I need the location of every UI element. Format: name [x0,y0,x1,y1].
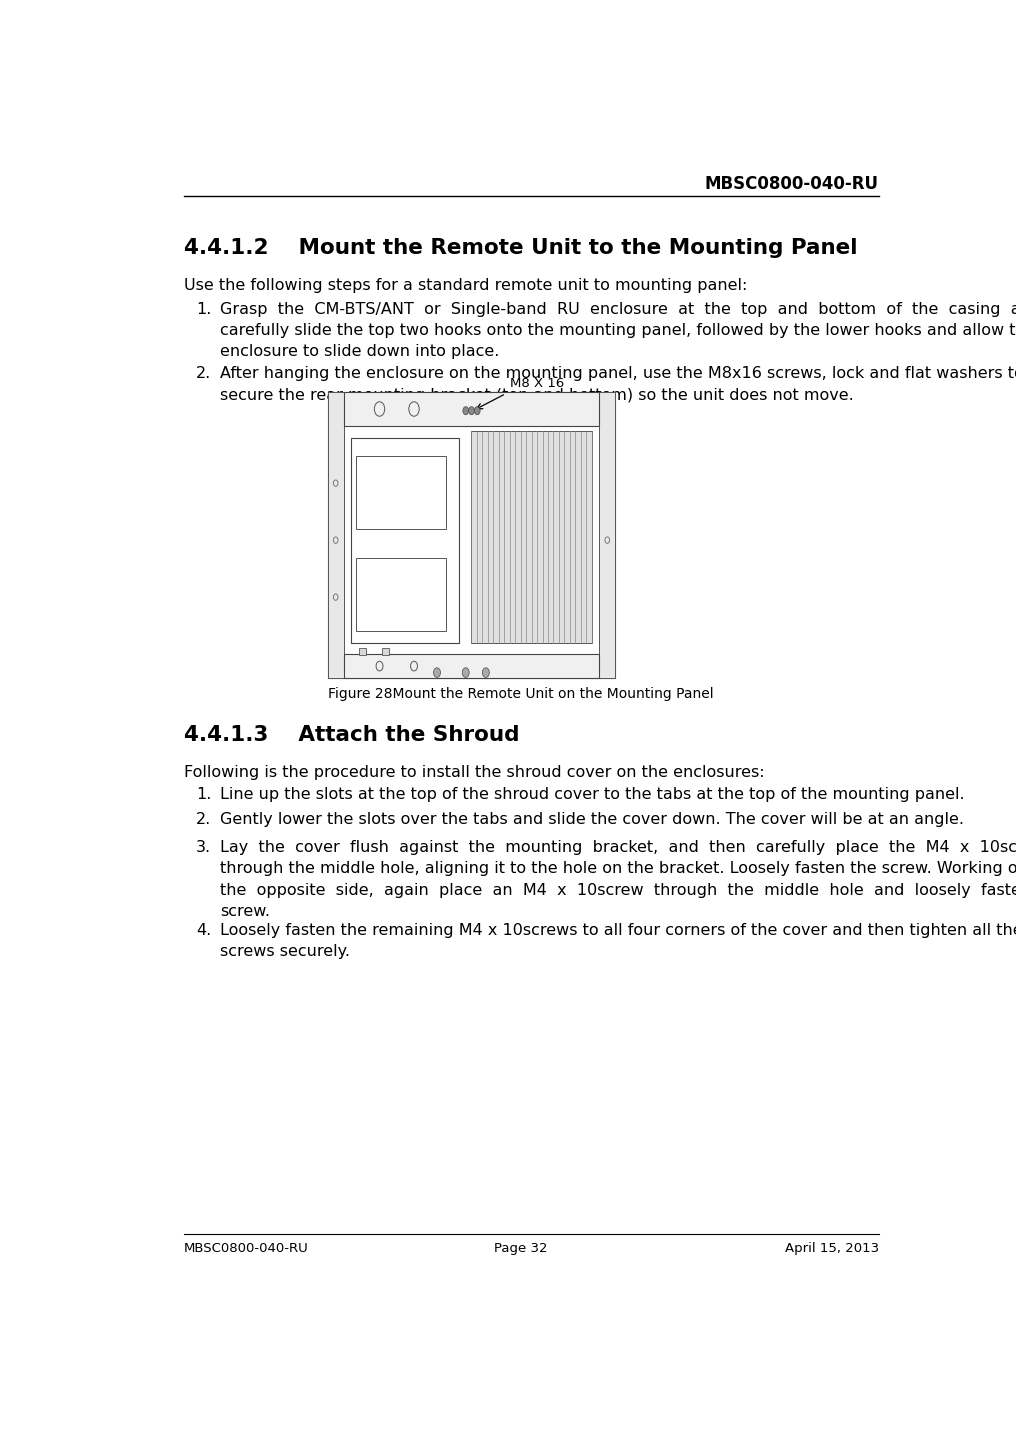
Text: screws securely.: screws securely. [219,944,350,960]
Text: screw.: screw. [219,904,270,919]
Text: Grasp  the  CM-BTS/ANT  or  Single-band  RU  enclosure  at  the  top  and  botto: Grasp the CM-BTS/ANT or Single-band RU e… [219,302,1016,316]
Text: 4.4.1.3    Attach the Shroud: 4.4.1.3 Attach the Shroud [184,725,519,745]
Text: MBSC0800-040-RU: MBSC0800-040-RU [705,174,879,193]
Text: After hanging the enclosure on the mounting panel, use the M8x16 screws, lock an: After hanging the enclosure on the mount… [219,366,1016,382]
Text: Figure 28Mount the Remote Unit on the Mounting Panel: Figure 28Mount the Remote Unit on the Mo… [328,686,713,701]
Text: MBSC0800-040-RU: MBSC0800-040-RU [184,1241,309,1256]
Text: Page 32: Page 32 [494,1241,548,1256]
Bar [382,648,389,655]
Circle shape [468,406,474,415]
Bar [359,648,366,655]
Text: 1.: 1. [196,302,211,316]
Circle shape [483,668,490,678]
Text: Line up the slots at the top of the shroud cover to the tabs at the top of the m: Line up the slots at the top of the shro… [219,787,964,802]
Bar [471,430,591,642]
Circle shape [462,668,469,678]
Text: 1.: 1. [196,787,211,802]
Text: 4.: 4. [196,922,211,938]
Text: M8 X 16: M8 X 16 [510,378,564,390]
Text: enclosure to slide down into place.: enclosure to slide down into place. [219,345,499,359]
Text: Following is the procedure to install the shroud cover on the enclosures:: Following is the procedure to install th… [184,765,764,781]
Circle shape [463,406,468,415]
Text: 2.: 2. [196,812,211,828]
Text: Use the following steps for a standard remote unit to mounting panel:: Use the following steps for a standard r… [184,279,747,293]
Text: 3.: 3. [196,839,211,855]
Text: Lay  the  cover  flush  against  the  mounting  bracket,  and  then  carefully  : Lay the cover flush against the mounting… [219,839,1016,855]
Text: through the middle hole, aligning it to the hole on the bracket. Loosely fasten : through the middle hole, aligning it to … [219,861,1016,877]
Text: the  opposite  side,  again  place  an  M4  x  10screw  through  the  middle  ho: the opposite side, again place an M4 x 1… [219,882,1016,898]
Bar [357,456,446,529]
Bar [328,392,616,678]
Text: Gently lower the slots over the tabs and slide the cover down. The cover will be: Gently lower the slots over the tabs and… [219,812,964,828]
Text: carefully slide the top two hooks onto the mounting panel, followed by the lower: carefully slide the top two hooks onto t… [219,323,1016,337]
Bar [343,392,599,426]
Bar [357,558,446,631]
Bar [343,654,599,678]
Text: 2.: 2. [196,366,211,382]
Bar [599,392,615,678]
Circle shape [434,668,441,678]
Bar [352,438,458,642]
Text: April 15, 2013: April 15, 2013 [784,1241,879,1256]
Circle shape [474,406,481,415]
Bar [328,392,343,678]
Text: 4.4.1.2    Mount the Remote Unit to the Mounting Panel: 4.4.1.2 Mount the Remote Unit to the Mou… [184,237,858,257]
Text: secure the rear mounting bracket (top and bottom) so the unit does not move.: secure the rear mounting bracket (top an… [219,388,853,403]
Text: Loosely fasten the remaining M4 x 10screws to all four corners of the cover and : Loosely fasten the remaining M4 x 10scre… [219,922,1016,938]
